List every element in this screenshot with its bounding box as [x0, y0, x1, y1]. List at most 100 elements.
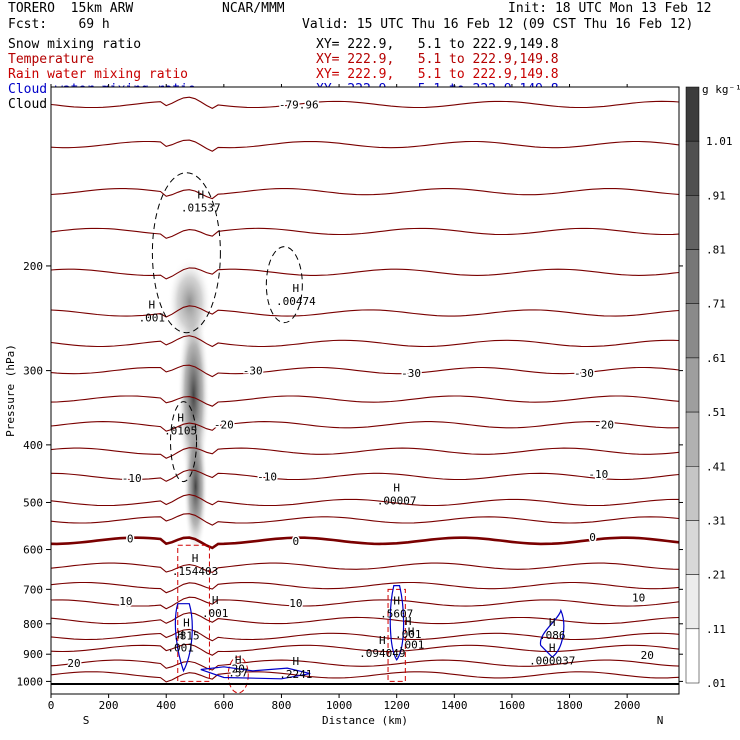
- colorbar-label: .71: [706, 298, 726, 311]
- cloud-water-contour: [200, 666, 311, 680]
- colorbar-label: .61: [706, 352, 726, 365]
- extremum-label: .00474: [276, 295, 316, 308]
- extremum-marker: H: [197, 188, 204, 201]
- extremum-label: .01537: [181, 201, 221, 214]
- legend-xy: XY= 222.9, 5.1 to 222.9,149.8: [316, 37, 559, 52]
- isotherm-line: [51, 267, 679, 280]
- colorbar-swatch: [685, 628, 700, 684]
- isotherm-line: [51, 581, 679, 594]
- isotherm-line: [51, 612, 679, 625]
- legend-label: Rain water mixing ratio: [8, 67, 189, 82]
- isotherm-label: 0: [293, 535, 300, 548]
- extremum-marker: H: [183, 616, 190, 629]
- extremum-marker: H: [393, 595, 400, 608]
- extremum-label: .2241: [279, 668, 312, 681]
- isotherm-label: -10: [588, 468, 608, 481]
- isotherm-line: [51, 596, 679, 610]
- extremum-label: .001: [167, 641, 194, 654]
- colorbar-swatch: [685, 520, 700, 575]
- x-tick-label: 800: [272, 699, 292, 712]
- isotherm-label: 20: [67, 657, 80, 670]
- extremum-marker: H: [177, 412, 184, 425]
- extremum-marker: H: [379, 634, 386, 647]
- extremum-label: .00007: [377, 494, 417, 507]
- y-tick-label: 600: [23, 544, 43, 557]
- x-tick-label: 200: [99, 699, 119, 712]
- isotherm-line: [51, 227, 679, 239]
- snow-contour: [265, 246, 303, 324]
- snow-contour: [170, 401, 198, 483]
- extremum-marker: H: [149, 298, 156, 311]
- isotherm-label: -30: [401, 367, 421, 380]
- x-tick-label: 400: [156, 699, 176, 712]
- isotherm-line: [51, 494, 679, 507]
- extremum-label: .815: [173, 629, 200, 642]
- header-model: TORERO 15km ARW: [8, 1, 134, 16]
- extremum-label: .0105: [164, 425, 197, 438]
- extremum-marker: H: [408, 625, 415, 638]
- y-axis-label: Pressure (hPa): [4, 344, 17, 437]
- header-center: NCAR/MMM: [222, 1, 285, 16]
- colorbar-label: .11: [706, 623, 726, 636]
- isotherm-line: [51, 469, 679, 482]
- extremum-label: .086: [539, 629, 566, 642]
- extremum-label: .57: [228, 667, 248, 680]
- legend-xy: XY= 222.9, 5.1 to 222.9,149.8: [316, 52, 559, 67]
- isotherm-label: -79.96: [279, 98, 319, 111]
- extremum-marker: H: [192, 552, 199, 565]
- colorbar-swatch: [685, 574, 700, 630]
- extremum-label: .001: [398, 638, 425, 651]
- y-tick-label: 800: [23, 618, 43, 631]
- y-tick-label: 900: [23, 648, 43, 661]
- isotherm-line: [51, 671, 679, 683]
- isotherm-label: 10: [289, 597, 302, 610]
- extremum-marker: H: [293, 282, 300, 295]
- extremum-label: .001: [139, 311, 166, 324]
- x-tick-label: 2000: [614, 699, 641, 712]
- cloud-water-contour: [389, 585, 405, 661]
- colorbar-swatch: [685, 86, 700, 142]
- x-end-label-north: N: [657, 714, 664, 727]
- isotherm-label: 10: [119, 595, 132, 608]
- isotherm-label: -30: [574, 367, 594, 380]
- isotherm-line: [51, 659, 679, 671]
- y-tick-label: 500: [23, 496, 43, 509]
- rain-contour: [227, 656, 249, 694]
- x-tick-label: 1200: [383, 699, 410, 712]
- colorbar-label: .31: [706, 514, 726, 527]
- colorbar-label: .01: [706, 677, 726, 690]
- isotherm-line: [51, 335, 679, 348]
- isotherm-line: [51, 188, 679, 200]
- colorbar-label: .81: [706, 244, 726, 257]
- isotherm-line: [51, 364, 679, 378]
- colorbar-swatch: [685, 357, 700, 413]
- extremum-marker: H: [177, 628, 184, 641]
- header-fcst: Fcst: 69 h: [8, 17, 110, 32]
- extremum-label: .154403: [172, 565, 218, 578]
- snow-shading: [167, 257, 212, 348]
- y-tick-label: 400: [23, 439, 43, 452]
- colorbar-label: 1.01: [706, 135, 733, 148]
- isotherm-line: [51, 139, 679, 152]
- isotherm-line: [51, 643, 679, 656]
- extremum-label: .001: [202, 607, 229, 620]
- isotherm-line: [51, 628, 679, 642]
- colorbar-label: .91: [706, 189, 726, 202]
- x-tick-label: 1800: [556, 699, 583, 712]
- isotherm-line: [51, 447, 679, 459]
- colorbar-swatch: [685, 303, 700, 359]
- extremum-marker: H: [212, 594, 219, 607]
- snow-contour: [151, 172, 221, 334]
- extremum-label: .094049: [359, 647, 405, 660]
- isotherm-line: [51, 562, 679, 574]
- colorbar-swatch: [685, 195, 700, 250]
- snow-shading: [183, 416, 208, 557]
- x-end-label-south: S: [83, 714, 90, 727]
- y-tick-label: 300: [23, 365, 43, 378]
- colorbar-label: .51: [706, 406, 726, 419]
- extremum-label: .5607: [380, 608, 413, 621]
- colorbar-swatch: [685, 249, 700, 304]
- extremum-label: .000037: [529, 654, 575, 667]
- isotherm-label: 20: [641, 649, 654, 662]
